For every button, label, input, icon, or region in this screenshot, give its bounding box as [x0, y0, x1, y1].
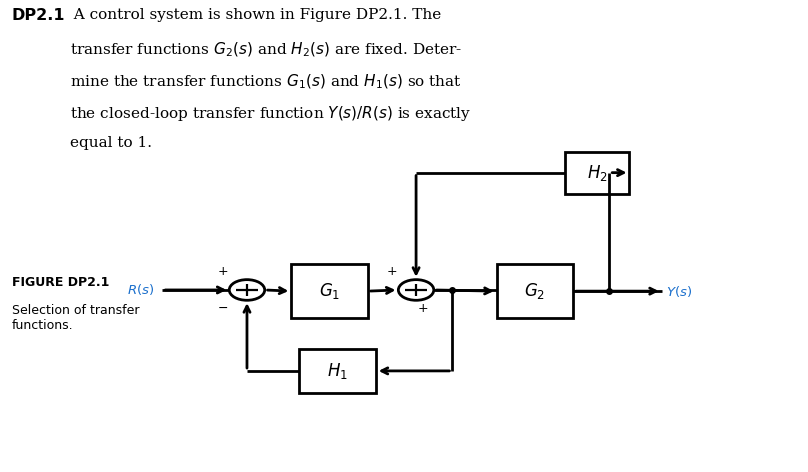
Text: +: + — [218, 265, 229, 278]
Bar — [497, 264, 573, 318]
Bar — [565, 152, 629, 194]
Text: $H_2$: $H_2$ — [587, 163, 608, 183]
Text: +: + — [418, 302, 428, 315]
Text: −: − — [218, 302, 229, 315]
Text: $R(s)$: $R(s)$ — [127, 282, 154, 297]
Text: mine the transfer functions $G_1(s)$ and $H_1(s)$ so that: mine the transfer functions $G_1(s)$ and… — [69, 72, 461, 91]
Text: Selection of transfer
functions.: Selection of transfer functions. — [12, 304, 139, 332]
Text: $G_1$: $G_1$ — [319, 281, 340, 301]
Text: $H_1$: $H_1$ — [327, 361, 348, 381]
Bar — [299, 349, 376, 393]
Text: transfer functions $G_2(s)$ and $H_2(s)$ are fixed. Deter-: transfer functions $G_2(s)$ and $H_2(s)$… — [69, 40, 462, 59]
Text: +: + — [387, 265, 398, 278]
Text: the closed-loop transfer function $Y(s)/R(s)$ is exactly: the closed-loop transfer function $Y(s)/… — [69, 104, 471, 123]
Text: equal to 1.: equal to 1. — [69, 136, 152, 150]
Text: FIGURE DP2.1: FIGURE DP2.1 — [12, 276, 109, 289]
Text: A control system is shown in Figure DP2.1. The: A control system is shown in Figure DP2.… — [64, 8, 441, 23]
Text: DP2.1: DP2.1 — [12, 8, 65, 24]
Text: $G_2$: $G_2$ — [524, 281, 545, 301]
Text: $Y(s)$: $Y(s)$ — [666, 284, 692, 299]
Bar — [291, 264, 368, 318]
